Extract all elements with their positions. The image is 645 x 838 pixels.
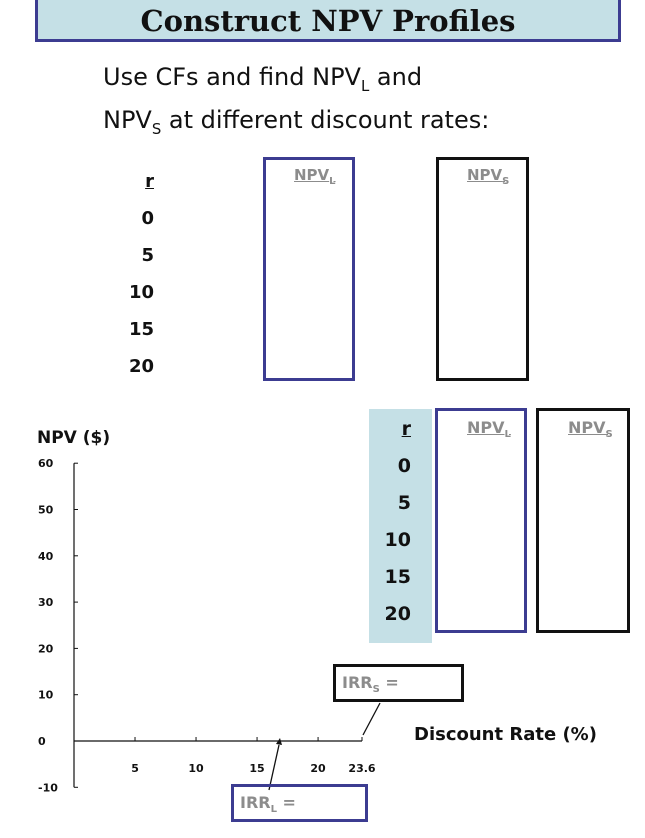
lower-npv-l-header: NPVL xyxy=(467,418,511,441)
y-tick-label: 60 xyxy=(38,457,54,470)
instructions: Use CFs and find NPVL and NPVS at differ… xyxy=(103,60,489,146)
rate-header: r xyxy=(401,418,411,440)
rate-value: 5 xyxy=(397,492,411,514)
rate-value: 10 xyxy=(384,529,411,551)
rate-value: 0 xyxy=(141,208,154,229)
x-axis-label: Discount Rate (%) xyxy=(414,724,597,745)
irr-s-box: IRRS = xyxy=(333,664,464,702)
x-tick-label: 5 xyxy=(131,762,139,775)
irr-l-pointer xyxy=(268,744,280,791)
y-axis-label: NPV ($) xyxy=(37,428,111,448)
rate-value: 10 xyxy=(128,282,154,303)
y-tick-label: -10 xyxy=(38,781,58,794)
rate-value: 15 xyxy=(384,566,411,588)
x-tick-label: 23.6 xyxy=(348,762,375,775)
instructions-line-1: Use CFs and find NPVL and xyxy=(103,63,423,95)
rate-header: r xyxy=(145,171,154,192)
rate-value: 0 xyxy=(397,455,411,477)
y-tick-label: 0 xyxy=(38,735,46,748)
page-title: Construct NPV Profiles xyxy=(140,4,516,38)
x-tick-label: 20 xyxy=(310,762,326,775)
y-tick-label: 30 xyxy=(38,596,54,609)
irr-l-box: IRRL = xyxy=(231,784,368,822)
upper-npv-s-box xyxy=(436,157,529,381)
lower-npv-l-box xyxy=(435,408,527,633)
lower-rates-column: r 0 5 10 15 20 xyxy=(375,411,411,633)
y-tick-label: 20 xyxy=(38,642,54,655)
rate-value: 20 xyxy=(384,603,411,625)
upper-npv-s-header: NPVS xyxy=(467,166,510,187)
lower-npv-s-box xyxy=(536,408,630,633)
x-tick-label: 10 xyxy=(188,762,204,775)
y-tick-label: 40 xyxy=(38,550,54,563)
upper-rates-column: r 0 5 10 15 20 xyxy=(112,163,154,385)
irr-l-pointer-head xyxy=(276,738,282,745)
y-tick-label: 10 xyxy=(38,689,54,702)
irr-s-pointer xyxy=(362,702,381,736)
rate-value: 20 xyxy=(128,356,154,377)
instructions-line-2: NPVS at different discount rates: xyxy=(103,105,490,138)
upper-npv-l-box xyxy=(263,157,355,381)
lower-npv-s-header: NPVS xyxy=(568,418,613,441)
y-tick-label: 50 xyxy=(38,504,54,517)
x-tick-label: 15 xyxy=(249,762,264,775)
upper-npv-l-header: NPVL xyxy=(294,166,336,187)
title-banner: Construct NPV Profiles xyxy=(35,0,621,42)
rate-value: 15 xyxy=(128,319,154,340)
lower-rates-highlight xyxy=(369,409,432,643)
rate-value: 5 xyxy=(141,245,154,266)
